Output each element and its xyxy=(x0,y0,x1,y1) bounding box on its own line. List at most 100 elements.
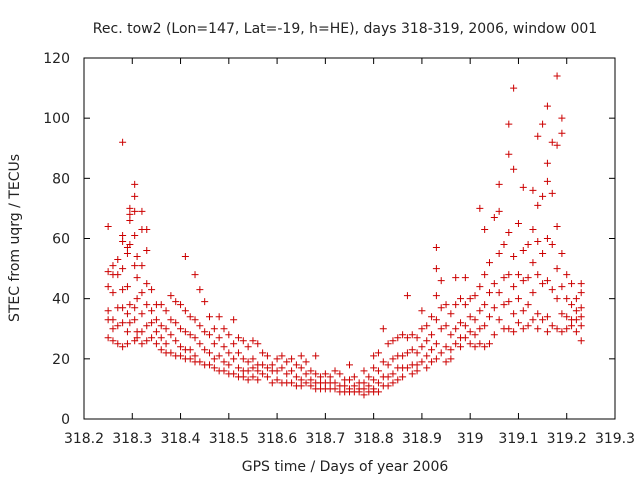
data-point xyxy=(148,334,156,342)
data-point xyxy=(495,250,503,258)
data-point xyxy=(534,238,542,246)
data-point xyxy=(104,268,112,276)
data-point xyxy=(423,337,431,345)
data-point xyxy=(119,265,127,273)
data-point xyxy=(394,334,402,342)
data-point xyxy=(206,331,214,339)
data-point xyxy=(485,340,493,348)
data-point xyxy=(539,192,547,200)
data-point xyxy=(114,322,122,330)
data-point xyxy=(244,343,252,351)
data-point xyxy=(273,355,281,363)
data-point xyxy=(374,388,382,396)
data-point xyxy=(558,250,566,258)
y-tick-label: 60 xyxy=(52,232,70,248)
data-point xyxy=(288,379,296,387)
data-point xyxy=(510,165,518,173)
data-point xyxy=(563,295,571,303)
data-point xyxy=(452,274,460,282)
data-point xyxy=(548,322,556,330)
data-point xyxy=(524,301,532,309)
data-point xyxy=(403,364,411,372)
data-point xyxy=(126,216,134,224)
data-point xyxy=(423,352,431,360)
data-point xyxy=(143,247,151,255)
data-point xyxy=(148,319,156,327)
data-point xyxy=(201,346,209,354)
data-point xyxy=(519,307,527,315)
data-point xyxy=(553,141,561,149)
data-point xyxy=(109,337,117,345)
data-point xyxy=(131,180,139,188)
data-point xyxy=(432,316,440,324)
data-point xyxy=(471,316,479,324)
data-point xyxy=(302,379,310,387)
data-point xyxy=(461,301,469,309)
data-point xyxy=(234,334,242,342)
data-point xyxy=(452,301,460,309)
data-point xyxy=(249,364,257,372)
data-point xyxy=(268,361,276,369)
data-point xyxy=(109,262,117,270)
data-point xyxy=(563,271,571,279)
data-point xyxy=(143,337,151,345)
data-point xyxy=(181,253,189,261)
data-point xyxy=(437,277,445,285)
data-point xyxy=(495,289,503,297)
y-tick-label: 100 xyxy=(43,111,70,127)
data-point xyxy=(133,253,141,261)
data-point xyxy=(215,334,223,342)
data-point xyxy=(230,340,238,348)
data-point xyxy=(548,189,556,197)
data-point xyxy=(288,355,296,363)
data-point xyxy=(408,370,416,378)
data-point xyxy=(529,316,537,324)
data-point xyxy=(442,322,450,330)
data-point xyxy=(157,334,165,342)
data-point xyxy=(529,186,537,194)
data-point xyxy=(312,352,320,360)
data-point xyxy=(143,301,151,309)
data-point xyxy=(442,301,450,309)
data-point xyxy=(365,373,373,381)
data-point xyxy=(519,183,527,191)
data-point xyxy=(172,319,180,327)
data-point xyxy=(384,340,392,348)
data-point xyxy=(360,367,368,375)
data-point xyxy=(225,349,233,357)
data-point xyxy=(131,192,139,200)
data-point xyxy=(191,352,199,360)
data-point xyxy=(577,280,585,288)
data-point xyxy=(457,295,465,303)
data-point xyxy=(568,280,576,288)
data-point xyxy=(104,283,112,291)
data-point xyxy=(543,313,551,321)
data-point xyxy=(485,313,493,321)
data-point xyxy=(563,325,571,333)
data-point xyxy=(143,280,151,288)
data-point xyxy=(109,289,117,297)
data-point xyxy=(307,376,315,384)
data-point xyxy=(481,225,489,233)
data-point xyxy=(191,334,199,342)
data-point xyxy=(143,225,151,233)
data-point xyxy=(370,364,378,372)
data-point xyxy=(413,367,421,375)
data-point xyxy=(471,343,479,351)
data-point xyxy=(500,274,508,282)
data-point xyxy=(447,310,455,318)
data-point xyxy=(297,376,305,384)
data-point xyxy=(131,231,139,239)
data-point xyxy=(292,361,300,369)
data-point xyxy=(510,328,518,336)
data-point xyxy=(548,241,556,249)
data-point xyxy=(418,358,426,366)
data-point xyxy=(123,340,131,348)
data-point xyxy=(297,382,305,390)
data-point xyxy=(428,346,436,354)
data-point xyxy=(210,340,218,348)
data-point xyxy=(423,322,431,330)
data-point xyxy=(210,355,218,363)
data-point xyxy=(326,373,334,381)
